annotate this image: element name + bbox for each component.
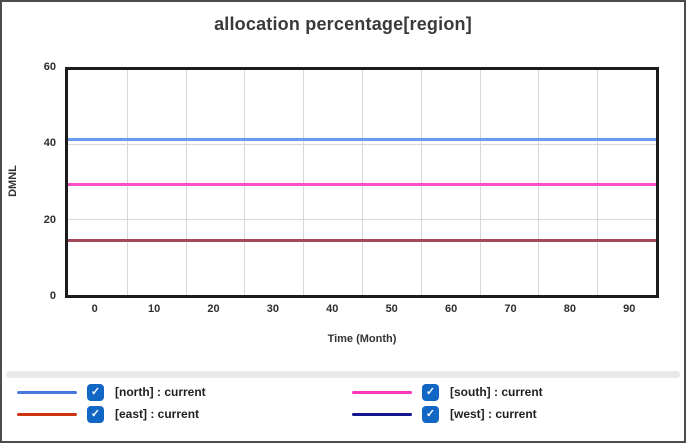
legend-label-south: [south] : current: [450, 385, 543, 399]
legend-line-south: [352, 390, 412, 394]
check-icon: ✓: [90, 385, 101, 398]
x-gridline: [185, 70, 187, 295]
legend-line-west: [352, 412, 412, 416]
x-tick: 20: [207, 303, 220, 315]
check-icon: ✓: [425, 385, 436, 398]
x-gridline: [538, 70, 540, 295]
legend-item-north: ✓ [north] : current: [17, 381, 206, 403]
x-gridline: [244, 70, 246, 295]
x-tick: 60: [444, 303, 458, 315]
x-gridline: [479, 70, 481, 295]
y-gridline: [68, 219, 656, 221]
x-tick: 0: [91, 303, 98, 315]
x-gridline: [303, 70, 305, 295]
legend-item-east: ✓ [east] : current: [17, 403, 199, 425]
x-gridline: [420, 70, 422, 295]
legend-label-west: [west] : current: [450, 407, 537, 421]
x-axis-label: Time (Month): [327, 333, 397, 345]
legend-checkbox-east[interactable]: ✓: [87, 405, 104, 423]
plot-area[interactable]: [65, 67, 659, 298]
x-axis-ticks: 0 10 20 30 40 50 60 70 80 90: [65, 303, 659, 319]
x-gridline: [362, 70, 363, 295]
x-tick: 50: [385, 303, 398, 315]
legend-scrollbar[interactable]: [6, 371, 680, 378]
x-tick: 40: [326, 303, 339, 315]
legend-item-west: ✓ [west] : current: [352, 403, 537, 425]
legend-line-north: [17, 390, 77, 394]
legend-label-north: [north] : current: [115, 385, 206, 399]
x-tick: 80: [563, 303, 577, 315]
x-tick: 70: [504, 303, 517, 315]
legend-item-south: ✓ [south] : current: [352, 381, 543, 403]
x-tick: 30: [266, 303, 280, 315]
legend-checkbox-west[interactable]: ✓: [422, 405, 439, 423]
x-gridline: [126, 70, 128, 295]
legend-label-east: [east] : current: [115, 407, 200, 421]
legend-line-east: [17, 412, 77, 416]
y-axis-label: DMNL: [7, 165, 19, 197]
x-tick: 90: [623, 303, 636, 315]
legend-checkbox-north[interactable]: ✓: [87, 383, 104, 401]
y-tick: 20: [43, 214, 56, 226]
x-gridline: [597, 70, 599, 295]
y-tick: 0: [49, 290, 56, 302]
series-line-east: [68, 239, 656, 243]
y-tick: 40: [43, 137, 56, 149]
series-line-south: [68, 182, 656, 186]
chart-title: allocation percentage[region]: [214, 14, 472, 34]
series-line-north: [68, 137, 656, 141]
check-icon: ✓: [425, 407, 436, 420]
legend-checkbox-south[interactable]: ✓: [422, 383, 439, 401]
x-tick: 10: [147, 303, 161, 315]
y-gridline: [68, 144, 656, 145]
y-tick: 60: [43, 61, 56, 73]
check-icon: ✓: [90, 407, 101, 420]
